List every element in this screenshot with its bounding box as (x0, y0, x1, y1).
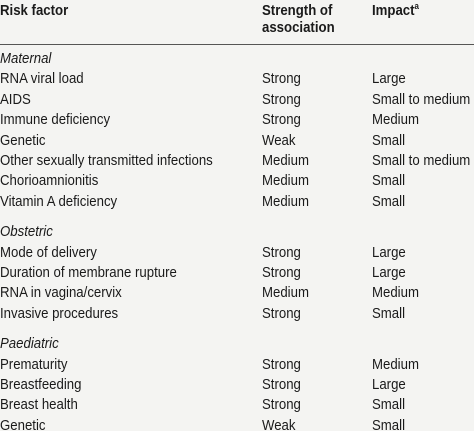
impact-cell: Large (372, 376, 406, 393)
impact-cell: Large (372, 243, 406, 261)
impact-cell: Medium (372, 111, 419, 129)
header-rule (0, 44, 474, 45)
impact-cell: Large (372, 70, 406, 88)
group-label: Obstetric (0, 223, 53, 241)
impact-cell: Small (372, 416, 406, 431)
impact-cell: Small to medium (372, 152, 471, 169)
impact-cell: Small (372, 131, 406, 149)
risk-factor-cell: Chorioamnionitis (0, 172, 99, 190)
risk-factor-cell: Genetic (0, 131, 46, 149)
strength-cell: Strong (262, 243, 301, 261)
group-label: Maternal (0, 50, 52, 67)
risk-factor-cell: Breast health (0, 396, 78, 414)
header-impact: Impacta (372, 1, 419, 20)
risk-factor-cell: Invasive procedures (0, 304, 119, 322)
strength-cell: Strong (262, 70, 301, 88)
header-impact-text: Impact (372, 2, 415, 19)
risk-factor-cell: Prematurity (0, 355, 68, 373)
risk-factor-cell: AIDS (0, 90, 31, 108)
impact-cell: Medium (372, 355, 419, 373)
group-label: Paediatric (0, 335, 59, 353)
risk-factor-cell: Vitamin A deficiency (0, 192, 118, 210)
strength-cell: Strong (262, 396, 301, 414)
impact-cell: Small to medium (372, 90, 471, 108)
strength-cell: Medium (262, 192, 309, 210)
risk-factor-cell: Breastfeeding (0, 376, 82, 393)
header-impact-note: a (414, 1, 419, 11)
strength-cell: Strong (262, 304, 301, 322)
strength-cell: Weak (262, 131, 296, 149)
strength-cell: Medium (262, 152, 309, 169)
strength-cell: Strong (262, 90, 301, 108)
strength-cell: Strong (262, 264, 301, 281)
impact-cell: Medium (372, 284, 419, 302)
strength-cell: Weak (262, 416, 296, 431)
risk-factor-cell: RNA in vagina/cervix (0, 284, 122, 302)
strength-cell: Strong (262, 376, 301, 393)
impact-cell: Small (372, 304, 406, 322)
risk-factor-cell: Mode of delivery (0, 243, 97, 261)
strength-cell: Medium (262, 172, 309, 190)
impact-cell: Large (372, 264, 406, 281)
impact-cell: Small (372, 172, 406, 190)
impact-cell: Small (372, 396, 406, 414)
header-strength: Strength of association (262, 2, 335, 36)
risk-factor-cell: Genetic (0, 416, 46, 431)
strength-cell: Medium (262, 284, 309, 302)
risk-factor-cell: Immune deficiency (0, 111, 111, 129)
strength-cell: Strong (262, 111, 301, 129)
strength-cell: Strong (262, 355, 301, 373)
risk-factor-cell: Duration of membrane rupture (0, 264, 177, 281)
header-risk-factor: Risk factor (0, 2, 69, 19)
impact-cell: Small (372, 192, 406, 210)
risk-factor-cell: RNA viral load (0, 70, 84, 88)
risk-factor-cell: Other sexually transmitted infections (0, 152, 213, 169)
